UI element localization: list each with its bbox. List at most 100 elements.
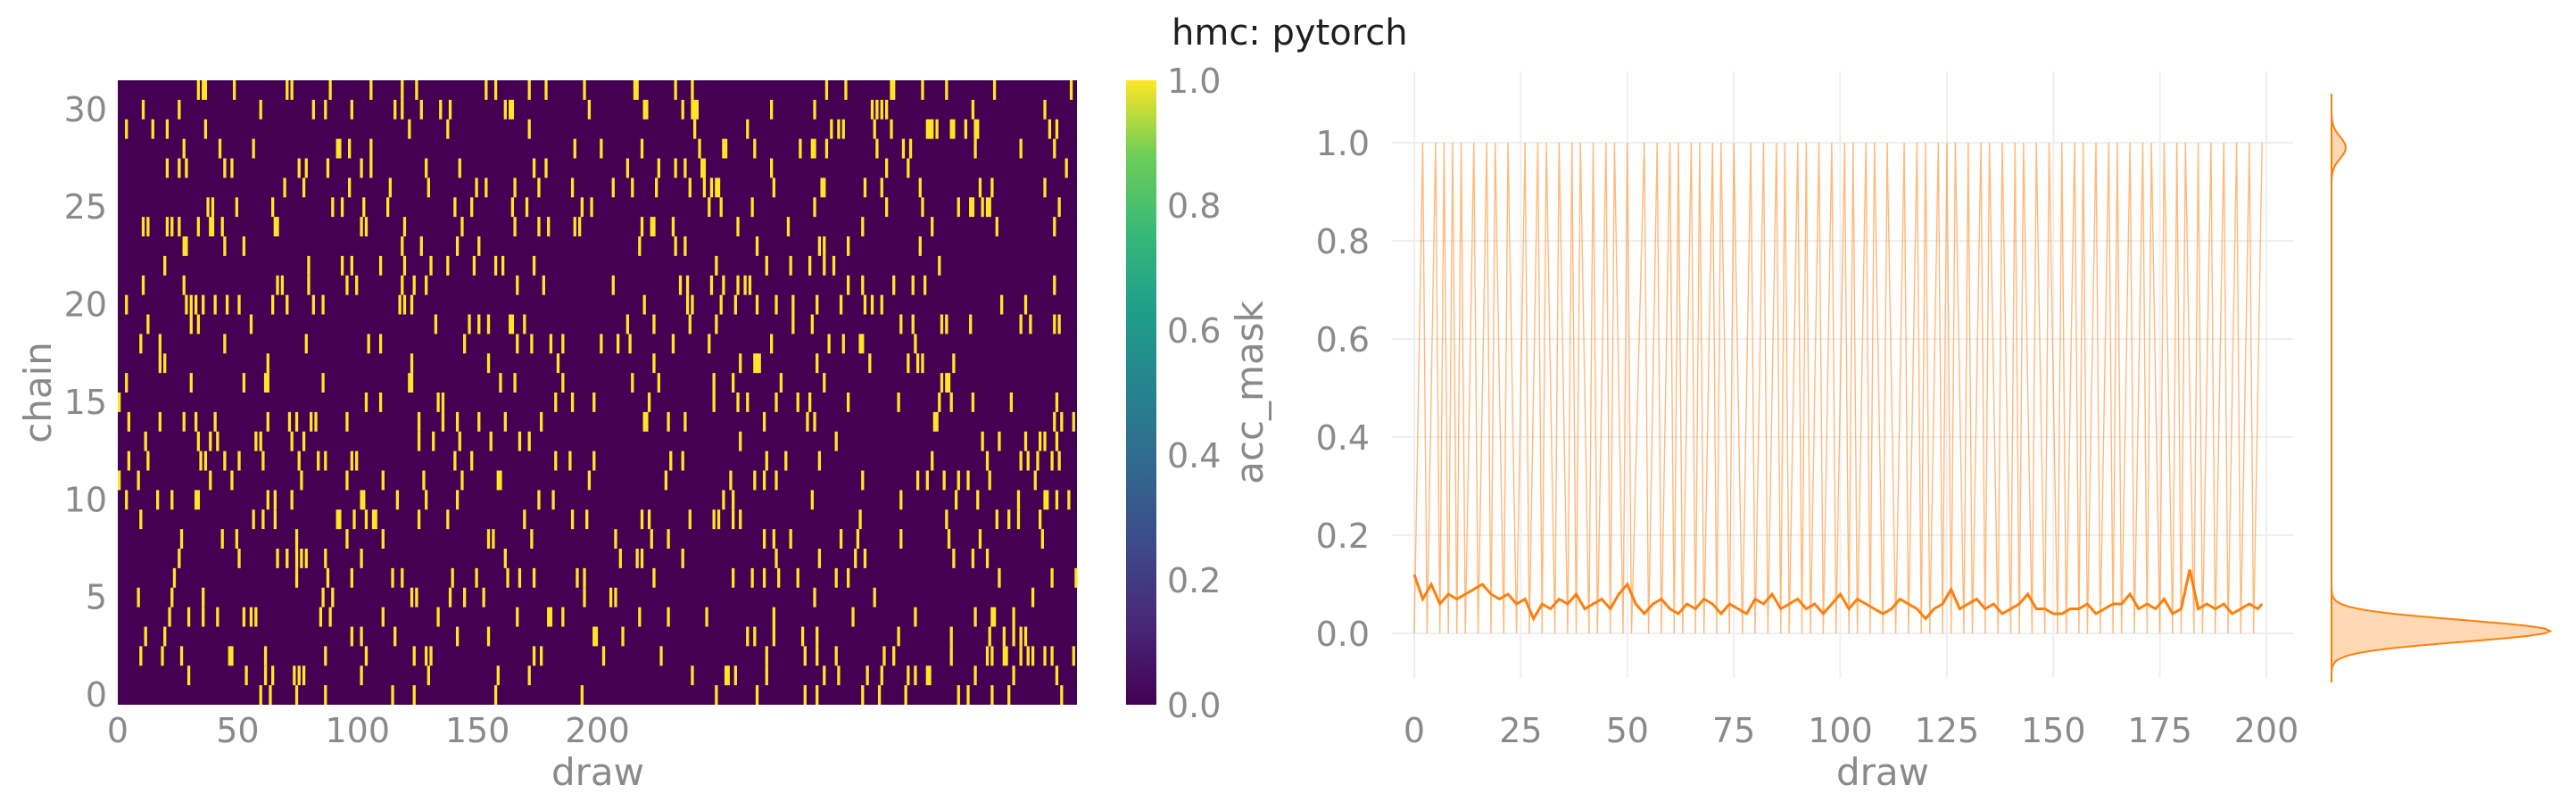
heatmap-cell bbox=[691, 294, 694, 315]
heatmap-cell bbox=[633, 80, 637, 100]
heatmap-cell bbox=[196, 314, 200, 335]
heatmap-cell bbox=[311, 294, 315, 315]
heatmap-cell bbox=[1069, 80, 1073, 100]
heatmap-cell bbox=[966, 470, 970, 491]
heatmap-cell bbox=[834, 567, 838, 588]
heatmap-cell bbox=[360, 549, 363, 568]
heatmap-cell bbox=[995, 217, 998, 237]
line-y-tick: 0.6 bbox=[1316, 320, 1370, 360]
heatmap-cell bbox=[1055, 490, 1059, 510]
heatmap-cell bbox=[904, 685, 907, 706]
heatmap-cell bbox=[271, 197, 275, 218]
line-x-tick: 200 bbox=[2234, 711, 2299, 750]
line-y-tick: 1.0 bbox=[1316, 124, 1370, 163]
heatmap-cell bbox=[402, 255, 407, 276]
heatmap-cell bbox=[820, 178, 824, 198]
heatmap-cell bbox=[981, 197, 984, 218]
heatmap-cell bbox=[609, 587, 613, 608]
heatmap-cell bbox=[640, 509, 644, 530]
heatmap-cell bbox=[168, 607, 171, 627]
heatmap-cell bbox=[436, 607, 440, 627]
heatmap-cell bbox=[1019, 646, 1023, 666]
heatmap-cell bbox=[460, 470, 464, 491]
heatmap-cell bbox=[331, 587, 335, 608]
heatmap-cell bbox=[475, 567, 478, 588]
heatmap-cell bbox=[957, 197, 960, 218]
heatmap-cell bbox=[570, 509, 575, 530]
heatmap-cell bbox=[156, 490, 160, 510]
heatmap-cell bbox=[952, 119, 956, 139]
heatmap-cell bbox=[496, 665, 500, 686]
heatmap-cell bbox=[179, 646, 184, 666]
heatmap-cell bbox=[1048, 119, 1052, 139]
heatmap-cell bbox=[755, 353, 759, 374]
heatmap-cell bbox=[716, 178, 721, 198]
heatmap-cell bbox=[652, 314, 656, 335]
heatmap-x-tick: 150 bbox=[445, 711, 510, 750]
heatmap-cell bbox=[220, 529, 224, 550]
heatmap-cell bbox=[482, 587, 485, 608]
heatmap-cell bbox=[897, 393, 900, 412]
heatmap-cell bbox=[237, 549, 241, 568]
heatmap-cell bbox=[914, 665, 917, 686]
heatmap-cell bbox=[503, 549, 507, 568]
heatmap-cell bbox=[830, 119, 833, 139]
heatmap-cell bbox=[163, 626, 167, 647]
heatmap-cell bbox=[834, 646, 838, 666]
heatmap-cell bbox=[915, 470, 920, 491]
heatmap-cell bbox=[1057, 314, 1061, 335]
heatmap-cell bbox=[816, 294, 819, 315]
heatmap-cell bbox=[837, 119, 841, 139]
heatmap-cell bbox=[290, 431, 294, 451]
heatmap-cell bbox=[321, 587, 325, 608]
heatmap-cell bbox=[369, 80, 373, 100]
heatmap-cell bbox=[885, 158, 889, 178]
heatmap-cell bbox=[350, 255, 353, 276]
heatmap-cell bbox=[716, 509, 721, 530]
heatmap-cell bbox=[1002, 626, 1006, 647]
heatmap-cell bbox=[523, 314, 526, 335]
heatmap-cell bbox=[823, 236, 826, 256]
heatmap-cell bbox=[146, 450, 150, 471]
heatmap-cell bbox=[378, 255, 383, 276]
heatmap-cell bbox=[708, 334, 711, 354]
heatmap-cell bbox=[458, 431, 461, 451]
heatmap-cell bbox=[271, 294, 275, 315]
heatmap-cell bbox=[816, 353, 819, 374]
heatmap-cell bbox=[1023, 431, 1028, 451]
heatmap-cell bbox=[1012, 665, 1015, 686]
heatmap-cell bbox=[537, 490, 541, 510]
heatmap-cell bbox=[326, 567, 330, 588]
heatmap-cell bbox=[698, 138, 701, 159]
heatmap-cell bbox=[475, 178, 478, 198]
heatmap-cell bbox=[875, 138, 879, 159]
heatmap-cell bbox=[393, 626, 397, 647]
heatmap-cell bbox=[1033, 470, 1037, 491]
heatmap-cell bbox=[532, 255, 536, 276]
heatmap-cell bbox=[223, 158, 227, 178]
heatmap-cell bbox=[350, 626, 353, 647]
heatmap-cell bbox=[216, 431, 219, 451]
heatmap-cell bbox=[890, 119, 893, 139]
heatmap-cell bbox=[985, 549, 990, 568]
heatmap-cell bbox=[892, 646, 896, 666]
heatmap-cell bbox=[324, 450, 327, 471]
heatmap-cell bbox=[139, 646, 143, 666]
heatmap-cell bbox=[287, 411, 292, 432]
heatmap-x-tick: 50 bbox=[216, 711, 259, 750]
heatmap-cell bbox=[185, 158, 188, 178]
heatmap-cell bbox=[732, 490, 735, 510]
heatmap-cell bbox=[506, 567, 509, 588]
heatmap-cell bbox=[1055, 431, 1059, 451]
line-series-mean bbox=[1412, 569, 2264, 622]
heatmap-cell bbox=[493, 80, 498, 100]
heatmap-cell bbox=[964, 119, 967, 139]
colorbar-ticks: 0.0 0.2 0.4 0.6 0.8 1.0 bbox=[1167, 62, 1221, 725]
heatmap-cell bbox=[118, 393, 121, 412]
heatmap-cell bbox=[803, 646, 807, 666]
heatmap-cell bbox=[561, 373, 565, 393]
heatmap-cell bbox=[823, 665, 826, 686]
heatmap-cell bbox=[345, 275, 349, 295]
heatmap-cell bbox=[1019, 450, 1023, 471]
heatmap-cell bbox=[618, 549, 622, 568]
